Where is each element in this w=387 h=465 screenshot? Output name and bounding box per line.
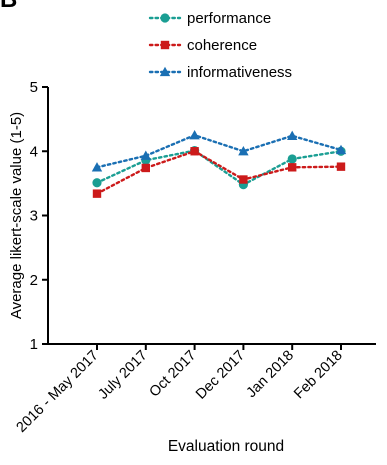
legend-marker	[159, 66, 171, 77]
data-point-performance	[287, 154, 297, 164]
data-point-coherence	[92, 189, 102, 198]
legend-label: informativeness	[187, 64, 292, 81]
data-point-coherence	[190, 147, 199, 156]
legend-marker	[160, 40, 170, 50]
y-tick-label: 2	[30, 272, 38, 289]
y-axis-label: Average likert-scale value (1-5)	[8, 112, 25, 319]
y-tick-label: 1	[30, 336, 38, 353]
x-tick-label: Jan 2018	[244, 348, 298, 402]
legend-label: performance	[187, 10, 271, 27]
series-line-informativeness	[95, 133, 343, 169]
data-point-informativeness	[335, 144, 347, 155]
y-tick-label: 4	[30, 143, 38, 160]
x-tick-label: Feb 2018	[291, 348, 346, 403]
legend-marker	[160, 13, 170, 23]
series-line-coherence	[95, 149, 343, 195]
x-tick-label: 2016 - May 2017	[14, 348, 102, 436]
data-point-informativeness	[287, 130, 298, 140]
series-line-performance	[95, 149, 343, 187]
legend-label: coherence	[187, 37, 257, 54]
x-tick-label: July 2017	[95, 348, 150, 403]
data-point-coherence	[141, 163, 150, 173]
y-tick-label: 3	[30, 208, 38, 225]
data-point-informativeness	[140, 150, 151, 160]
data-point-performance	[92, 178, 102, 188]
x-tick-label: Oct 2017	[147, 348, 200, 401]
y-tick-label: 5	[30, 79, 38, 96]
x-axis-label: Evaluation round	[168, 438, 284, 455]
panel-label: B	[0, 0, 17, 14]
data-point-informativeness	[238, 146, 249, 156]
data-point-informativeness	[189, 129, 200, 140]
data-point-coherence	[288, 163, 297, 172]
data-point-coherence	[336, 162, 346, 171]
x-tick-label: Dec 2017	[193, 348, 248, 403]
data-point-coherence	[239, 175, 248, 184]
data-point-informativeness	[91, 162, 103, 172]
